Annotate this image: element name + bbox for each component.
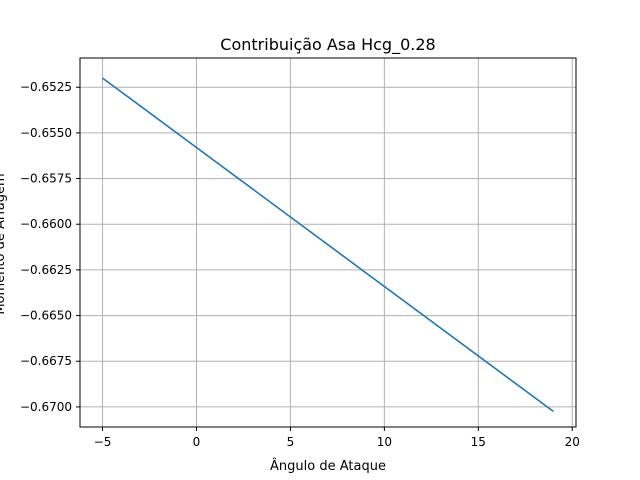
x-tick-label: 15	[471, 435, 486, 449]
series-layer	[102, 77, 554, 413]
plot-frame	[79, 57, 577, 428]
y-tick-label: −0.6675	[20, 354, 72, 368]
grid	[80, 58, 576, 427]
y-tick-label: −0.6650	[20, 309, 72, 323]
y-tick-label: −0.6550	[20, 126, 72, 140]
y-axis-label: Momento de Arfagem	[0, 173, 8, 314]
x-tick-label: 10	[377, 435, 392, 449]
y-tick-label: −0.6700	[20, 400, 72, 414]
y-tick-label: −0.6625	[20, 263, 72, 277]
chart-title: Contribuição Asa Hcg_0.28	[220, 35, 435, 55]
x-tick-label: 0	[193, 435, 201, 449]
x-tick-label: 20	[565, 435, 580, 449]
y-tick-label: −0.6525	[20, 80, 72, 94]
series-line	[102, 77, 554, 413]
y-tick-label: −0.6600	[20, 217, 72, 231]
x-tick-label: 5	[287, 435, 295, 449]
x-axis-label: Ângulo de Ataque	[270, 458, 386, 474]
ticks: −5 0 5 10 15 20 −0.6525 −0.6550 −0.6575 −0.6600 −0…	[20, 80, 580, 449]
x-tick-label: −5	[94, 435, 112, 449]
y-tick-label: −0.6575	[20, 172, 72, 186]
